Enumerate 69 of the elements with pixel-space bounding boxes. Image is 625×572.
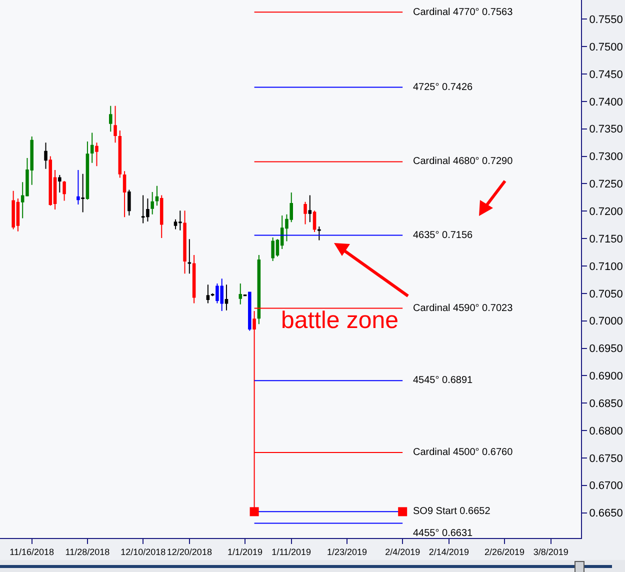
x-tick-label: 1/11/2019 <box>272 546 312 557</box>
y-tick-label: 0.7550 <box>589 14 623 26</box>
candlestick <box>206 284 210 304</box>
candlestick <box>248 291 252 332</box>
candlestick <box>90 132 94 164</box>
x-tick-label: 2/4/2019 <box>385 546 420 557</box>
candlestick <box>128 189 131 216</box>
candlestick <box>192 254 196 304</box>
y-tick-label: 0.6700 <box>589 480 623 492</box>
candlestick <box>122 170 126 218</box>
candlestick <box>62 180 66 202</box>
series-label: Cardinal 4770° 0.7563 <box>413 7 514 18</box>
series-label: 4725° 0.7426 <box>413 82 474 93</box>
x-tick-label: 12/10/2018 <box>120 546 166 557</box>
candlestick <box>183 210 186 274</box>
y-tick-label: 0.7200 <box>589 206 623 218</box>
y-tick-label: 0.6900 <box>589 370 623 383</box>
candlestick <box>155 185 159 206</box>
candlestick <box>76 170 80 206</box>
y-tick-label: 0.6950 <box>589 343 623 356</box>
candlestick <box>118 130 122 178</box>
series-label: 4545° 0.6891 <box>413 375 474 386</box>
candlestick <box>95 142 98 167</box>
candlestick <box>318 226 321 241</box>
candlestick <box>81 173 84 213</box>
candlestick <box>304 201 307 225</box>
candlestick <box>109 105 112 132</box>
y-tick-label: 0.7500 <box>589 41 623 54</box>
y-tick-label: 0.7100 <box>589 260 623 273</box>
y-tick-label: 0.6800 <box>589 425 623 438</box>
x-tick-label: 1/1/2019 <box>228 546 263 557</box>
candlestick <box>308 194 312 223</box>
candlestick <box>238 283 242 305</box>
y-tick-label: 0.7000 <box>589 316 623 328</box>
y-tick-label: 0.6650 <box>589 508 623 520</box>
y-tick-label: 0.7350 <box>589 124 623 136</box>
x-tick-label: 11/16/2018 <box>10 546 54 557</box>
x-tick-label: 12/20/2018 <box>166 546 212 557</box>
series-label: Cardinal 4500° 0.6760 <box>413 447 514 458</box>
candlestick <box>224 284 228 311</box>
candlestick <box>44 142 48 170</box>
candlestick <box>48 156 52 206</box>
x-tick-label: 1/23/2019 <box>326 546 368 557</box>
candlestick <box>188 238 192 274</box>
y-tick-label: 0.7050 <box>589 288 623 300</box>
series-label: SO9 Start 0.6652 <box>413 506 491 517</box>
candlestick <box>114 105 117 144</box>
series-label: Cardinal 4590° 0.7023 <box>413 303 514 314</box>
candlestick <box>257 254 261 325</box>
candlestick <box>160 194 164 239</box>
candlestick <box>86 140 90 200</box>
candlestick <box>58 174 62 193</box>
x-tick-label: 11/28/2018 <box>65 546 110 557</box>
y-tick-label: 0.6750 <box>589 452 623 465</box>
candlestick <box>312 210 316 232</box>
x-tick-label: 3/8/2019 <box>533 546 568 557</box>
x-tick-label: 2/26/2019 <box>484 546 525 557</box>
y-tick-label: 0.7150 <box>589 233 623 246</box>
x-tick-label: 2/14/2019 <box>428 546 469 557</box>
y-tick-label: 0.7300 <box>589 151 623 164</box>
y-tick-label: 0.7250 <box>589 178 623 191</box>
y-tick-label: 0.6850 <box>589 398 623 410</box>
y-tick-label: 0.7400 <box>589 96 623 108</box>
y-tick-label: 0.7450 <box>589 68 623 81</box>
annotation: battle zone <box>281 307 398 334</box>
candlestick <box>150 191 154 215</box>
series-label: Cardinal 4680° 0.7290 <box>413 156 514 167</box>
series-label: 4455° 0.6631 <box>413 528 474 539</box>
series-label: 4635° 0.7156 <box>413 230 474 241</box>
